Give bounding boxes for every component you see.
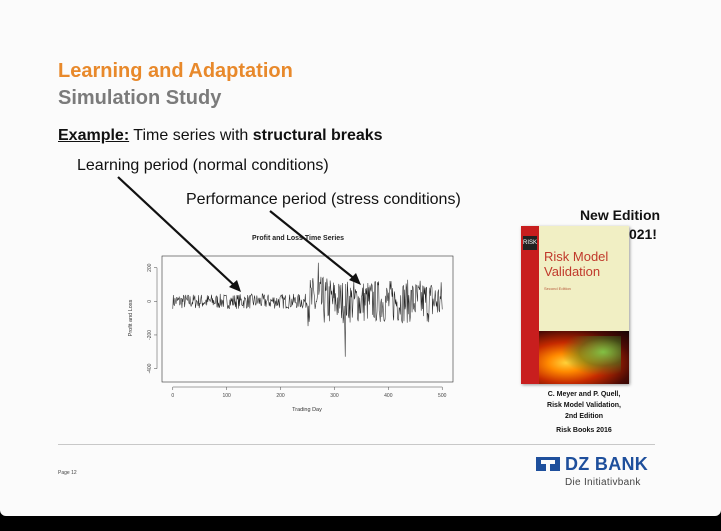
arrow-learning-head <box>229 280 241 292</box>
y-tick-label: 0 <box>147 300 153 303</box>
promo-line-1: New Edition <box>579 207 661 223</box>
book-cover-title: Risk Model Validation <box>544 249 609 279</box>
brand-tagline: Die Initiativbank <box>565 477 641 488</box>
brand-name: DZ BANK <box>565 454 649 474</box>
example-label: Example: <box>58 127 130 144</box>
example-text: Time series with <box>129 127 253 144</box>
book-cover-art-glow <box>561 336 621 376</box>
x-tick-label: 400 <box>384 393 393 399</box>
x-axis-label: Trading Day <box>292 407 322 413</box>
book-caption: C. Meyer and P. Quell, Risk Model Valida… <box>547 391 621 420</box>
y-axis-label: Profit and Loss <box>128 299 134 336</box>
footer-divider <box>58 444 655 445</box>
pnl-chart: 0 100 200 300 400 500 -400 -200 0 200 Trading Day… <box>117 176 454 413</box>
example-bold: structural breaks <box>252 127 383 144</box>
slide-title: Learning and Adaptation <box>58 60 293 82</box>
x-tick-label: 300 <box>330 393 339 399</box>
x-tick-label: 500 <box>438 393 447 399</box>
x-tick-label: 0 <box>171 393 174 399</box>
x-tick-label: 100 <box>222 393 231 399</box>
y-tick-label: -200 <box>147 330 153 340</box>
arrow-performance-line <box>269 210 357 281</box>
annotation-learning: Learning period (normal conditions) <box>77 157 329 174</box>
pnl-series-line <box>172 262 443 357</box>
x-tick-label: 200 <box>276 393 285 399</box>
arrow-learning-line <box>117 176 237 288</box>
arrow-performance-head <box>349 273 361 285</box>
book-cover-edition: Second Edition <box>544 286 571 291</box>
book-cover[interactable]: RISK Risk Model Validation Second Editio… <box>521 226 629 384</box>
annotation-performance: Performance period (stress conditions) <box>186 191 461 208</box>
slide-subtitle: Simulation Study <box>58 87 222 109</box>
y-tick-label: 200 <box>147 263 153 272</box>
chart-title: Profit and Loss Time Series <box>252 235 345 242</box>
book-publisher: Risk Books 2016 <box>556 427 612 434</box>
publisher-logo-icon: RISK <box>523 236 537 250</box>
slide: Learning and Adaptation Simulation Study… <box>0 0 721 516</box>
example-line: Example: Time series with structural bre… <box>58 127 383 145</box>
plot-frame <box>161 255 454 383</box>
dz-bank-logo-icon <box>536 457 560 471</box>
y-tick-label: -400 <box>147 363 153 373</box>
page-number: Page 12 <box>58 470 77 476</box>
book-spine <box>521 226 539 384</box>
